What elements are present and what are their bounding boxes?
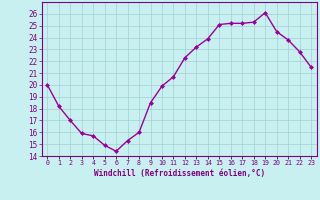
X-axis label: Windchill (Refroidissement éolien,°C): Windchill (Refroidissement éolien,°C): [94, 169, 265, 178]
